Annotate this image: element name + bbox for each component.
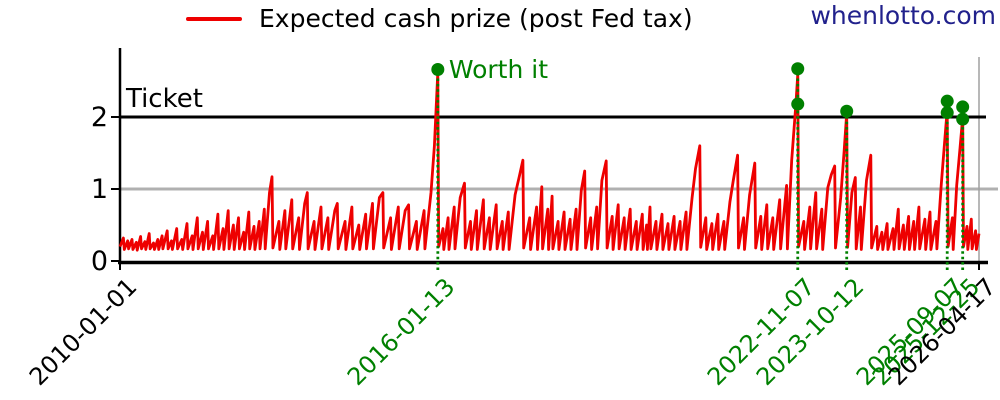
- y-tick-label: 0: [90, 246, 108, 277]
- y-tick-label: 1: [90, 174, 108, 205]
- legend: Expected cash prize (post Fed tax): [186, 4, 693, 33]
- event-dot: [956, 112, 970, 126]
- event-dot: [940, 106, 954, 120]
- event-dot: [940, 94, 954, 108]
- expected-prize-line: [118, 71, 981, 252]
- y-tick-label: 2: [90, 102, 108, 133]
- ticket-line-label: Ticket: [126, 84, 203, 114]
- site-watermark: whenlotto.com: [810, 1, 996, 30]
- event-dot: [840, 104, 854, 118]
- event-dot: [791, 62, 805, 76]
- legend-line-swatch: [186, 16, 242, 21]
- worth-it-annotation: Worth it: [448, 55, 548, 85]
- event-dot: [431, 62, 445, 76]
- event-dot: [791, 97, 805, 111]
- event-dot: [956, 100, 970, 114]
- legend-label: Expected cash prize (post Fed tax): [259, 4, 693, 33]
